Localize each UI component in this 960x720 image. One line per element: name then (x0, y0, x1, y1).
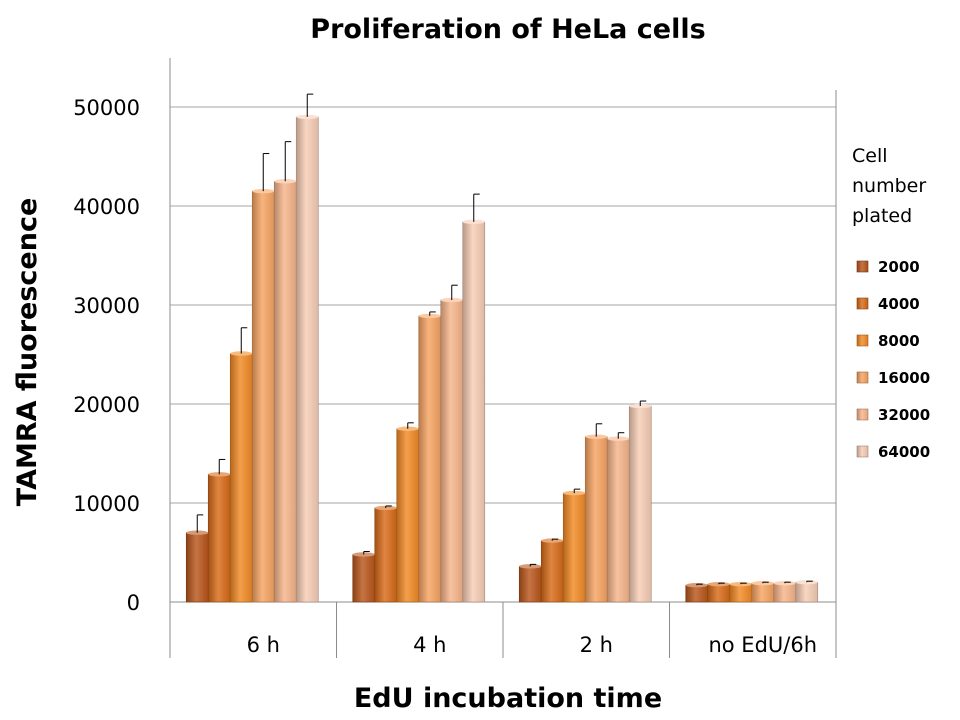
bar (795, 581, 819, 603)
bar (462, 221, 486, 603)
bar (584, 436, 608, 603)
legend-swatch (856, 260, 869, 273)
x-category-label: 4 h (413, 633, 446, 657)
bar (418, 315, 442, 603)
legend-label: 32000 (878, 406, 930, 424)
y-tick-label: 10000 (73, 492, 140, 516)
bar (606, 438, 630, 603)
legend-swatch (856, 334, 869, 347)
bar-cap (296, 114, 319, 120)
legend-swatch (856, 371, 869, 384)
bar (540, 540, 564, 603)
bar (707, 583, 731, 603)
legend: Cell number plated 2000 4000 8000 16000 32000 6… (852, 145, 930, 461)
bar (251, 190, 275, 603)
y-axis-title: TAMRA fluorescence (12, 198, 43, 507)
bar (295, 116, 319, 603)
legend-label: 64000 (878, 443, 930, 461)
bars (185, 93, 819, 603)
x-category-labels: 6 h 4 h 2 h no EdU/6h (247, 633, 817, 657)
legend-label: 8000 (878, 332, 920, 350)
bar (729, 583, 753, 603)
y-tick-label: 50000 (73, 96, 140, 120)
x-category-label: no EdU/6h (708, 633, 817, 657)
legend-label: 4000 (878, 295, 920, 313)
legend-swatch (856, 445, 869, 458)
y-tick-label: 20000 (73, 393, 140, 417)
legend-title: Cell number plated (852, 145, 926, 227)
bar (440, 299, 464, 603)
bar (207, 473, 231, 603)
legend-label: 16000 (878, 369, 930, 387)
bar (685, 584, 709, 603)
bar (773, 582, 797, 603)
x-axis-title: EdU incubation time (354, 683, 662, 714)
bar (751, 582, 775, 603)
legend-label: 2000 (878, 258, 920, 276)
bar (185, 532, 209, 603)
x-category-label: 2 h (580, 633, 613, 657)
bar (229, 353, 253, 603)
bar (562, 492, 586, 603)
y-tick-labels: 0 10000 20000 30000 40000 50000 (73, 96, 140, 615)
bar (374, 507, 398, 603)
bar (628, 405, 652, 603)
y-tick-label: 0 (127, 591, 140, 615)
x-category-label: 6 h (247, 633, 280, 657)
bar (518, 566, 542, 603)
bar (396, 428, 420, 603)
y-tick-label: 30000 (73, 294, 140, 318)
chart-title: Proliferation of HeLa cells (310, 14, 705, 45)
bar (273, 180, 297, 603)
bar (352, 554, 376, 603)
y-tick-label: 40000 (73, 195, 140, 219)
legend-swatch (856, 297, 869, 310)
legend-swatch (856, 408, 869, 421)
